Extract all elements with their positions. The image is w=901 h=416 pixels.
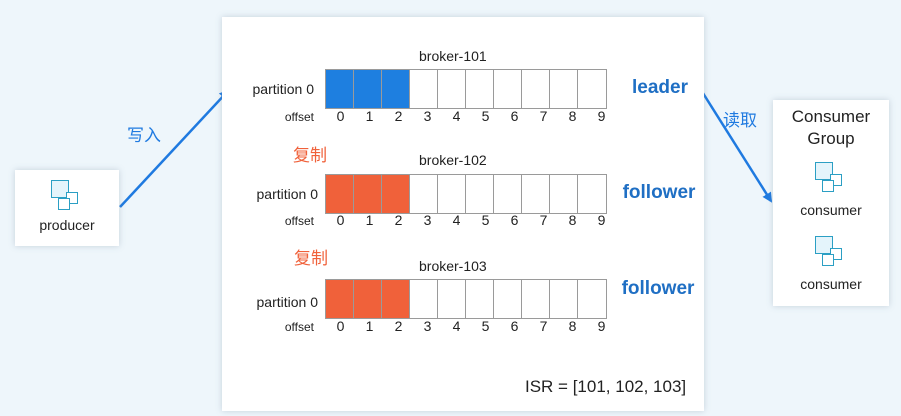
log-cell-7: [522, 280, 550, 318]
offset-number: 9: [597, 108, 606, 124]
offset-number: 7: [539, 108, 548, 124]
log-cell-0: [326, 280, 354, 318]
offset-number: 2: [394, 212, 403, 228]
broker-103-partition-label: partition 0: [256, 294, 318, 310]
replicate-label-1: 复制: [293, 146, 327, 165]
log-cell-9: [578, 280, 606, 318]
log-cell-5: [466, 70, 494, 108]
producer-node-icon: [51, 180, 81, 210]
log-cell-0: [326, 70, 354, 108]
offset-number: 6: [510, 108, 519, 124]
offset-number: 0: [336, 318, 345, 334]
broker-103-offset-label: offset: [284, 320, 314, 334]
log-cell-8: [550, 175, 578, 213]
offset-number: 5: [481, 108, 490, 124]
offset-number: 9: [597, 318, 606, 334]
log-cell-8: [550, 70, 578, 108]
offset-number: 2: [394, 108, 403, 124]
offset-number: 5: [481, 318, 490, 334]
offset-number: 6: [510, 212, 519, 228]
broker-101-offsets: 0 1 2 3 4 5 6 7 8 9: [326, 108, 616, 124]
offset-number: 1: [365, 318, 374, 334]
log-cell-6: [494, 175, 522, 213]
log-cell-7: [522, 70, 550, 108]
broker-103-log: [325, 279, 607, 319]
consumer-group-title: Consumer Group: [791, 107, 871, 148]
broker-103-title: broker-103: [419, 258, 487, 274]
offset-number: 8: [568, 318, 577, 334]
log-cell-5: [466, 280, 494, 318]
broker-102-log: [325, 174, 607, 214]
log-cell-9: [578, 175, 606, 213]
consumer-2-node-icon: [815, 236, 845, 266]
offset-number: 8: [568, 108, 577, 124]
consumer-2-label: consumer: [800, 276, 862, 292]
broker-102-partition-label: partition 0: [256, 186, 318, 202]
broker-102-role: follower: [622, 182, 696, 203]
log-cell-2: [382, 280, 410, 318]
offset-number: 0: [336, 212, 345, 228]
offset-number: 5: [481, 212, 490, 228]
consumer-1-node-icon: [815, 162, 845, 192]
log-cell-3: [410, 175, 438, 213]
offset-number: 7: [539, 212, 548, 228]
offset-number: 4: [452, 212, 461, 228]
producer-label: producer: [39, 217, 95, 233]
replicate-label-2: 复制: [294, 249, 328, 268]
log-cell-3: [410, 70, 438, 108]
broker-101-role: leader: [632, 77, 688, 98]
broker-103-offsets: 0 1 2 3 4 5 6 7 8 9: [326, 318, 616, 334]
log-cell-2: [382, 70, 410, 108]
offset-number: 0: [336, 108, 345, 124]
consumer-group-box: consumer consumer: [773, 100, 889, 306]
offset-number: 2: [394, 318, 403, 334]
broker-101-partition-label: partition 0: [252, 81, 314, 97]
log-cell-4: [438, 280, 466, 318]
consumer-1-label: consumer: [800, 202, 862, 218]
offset-number: 3: [423, 212, 432, 228]
write-label: 写入: [127, 126, 161, 145]
offset-number: 9: [597, 212, 606, 228]
read-label: 读取: [723, 111, 757, 130]
broker-103-role: follower: [621, 278, 695, 299]
log-cell-0: [326, 175, 354, 213]
broker-102-offsets: 0 1 2 3 4 5 6 7 8 9: [326, 212, 616, 228]
offset-number: 3: [423, 108, 432, 124]
offset-number: 4: [452, 318, 461, 334]
log-cell-4: [438, 70, 466, 108]
log-cell-8: [550, 280, 578, 318]
read-arrow: [699, 89, 773, 203]
log-cell-6: [494, 70, 522, 108]
broker-101-title: broker-101: [419, 48, 487, 64]
log-cell-1: [354, 280, 382, 318]
broker-101-offset-label: offset: [284, 110, 314, 124]
offset-number: 4: [452, 108, 461, 124]
producer-box: producer: [15, 170, 119, 246]
log-cell-2: [382, 175, 410, 213]
log-cell-1: [354, 70, 382, 108]
log-cell-9: [578, 70, 606, 108]
offset-number: 6: [510, 318, 519, 334]
broker-101-log: [325, 69, 607, 109]
log-cell-7: [522, 175, 550, 213]
write-arrow: [119, 89, 230, 208]
offset-number: 7: [539, 318, 548, 334]
log-cell-5: [466, 175, 494, 213]
log-cell-4: [438, 175, 466, 213]
offset-number: 1: [365, 212, 374, 228]
isr-label: ISR = [101, 102, 103]: [525, 377, 687, 396]
offset-number: 1: [365, 108, 374, 124]
broker-102-title: broker-102: [419, 152, 487, 168]
log-cell-6: [494, 280, 522, 318]
offset-number: 3: [423, 318, 432, 334]
log-cell-1: [354, 175, 382, 213]
log-cell-3: [410, 280, 438, 318]
offset-number: 8: [568, 212, 577, 228]
broker-102-offset-label: offset: [284, 214, 314, 228]
